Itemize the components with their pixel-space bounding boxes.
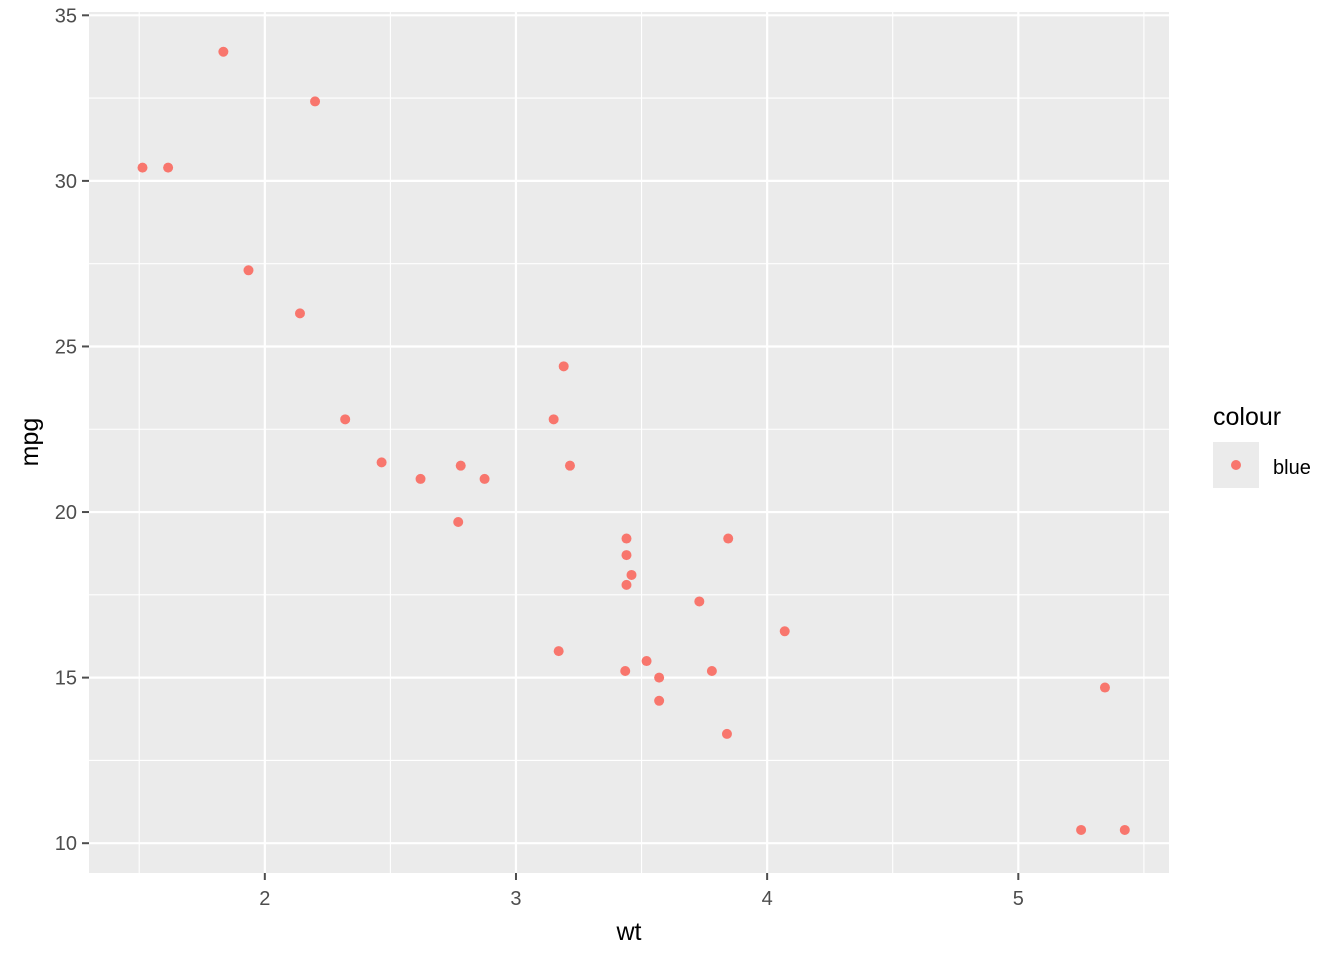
data-point [626,569,637,580]
data-point [779,626,790,637]
data-point [453,516,464,527]
plot-panel [89,12,1169,873]
data-point [553,646,564,657]
legend-key-point [1231,460,1241,470]
x-tick-label: 5 [1013,888,1024,910]
y-tick-label: 35 [55,5,77,27]
y-tick-label: 30 [55,171,77,193]
data-point [294,308,305,319]
data-point [621,550,632,561]
x-tick-label: 3 [510,888,521,910]
y-axis: 10 15 20 25 30 35 [55,5,89,855]
data-point [654,672,665,683]
legend: colour blue [1213,403,1311,488]
data-point [620,665,631,676]
x-tick-label: 4 [762,888,773,910]
data-point [218,46,229,57]
data-point [1119,824,1130,835]
data-point [548,414,559,425]
data-point [137,162,148,173]
x-tick-label: 2 [259,888,270,910]
legend-label: blue [1273,457,1311,479]
data-point [558,361,569,372]
data-point [621,579,632,590]
data-point [310,96,321,107]
minor-gridlines [89,12,1169,873]
data-point [376,457,387,468]
data-point [415,473,426,484]
data-points [137,46,1130,835]
y-tick-label: 25 [55,336,77,358]
y-tick-label: 10 [55,833,77,855]
data-point [1099,682,1110,693]
y-tick-label: 15 [55,668,77,690]
y-tick-label: 20 [55,502,77,524]
data-point [706,665,717,676]
data-point [654,695,665,706]
legend-title: colour [1213,403,1281,431]
data-point [641,656,652,667]
y-axis-title: mpg [16,418,44,467]
data-point [721,728,732,739]
data-point [163,162,174,173]
data-point [621,533,632,544]
data-point [723,533,734,544]
data-point [243,265,254,276]
data-point [564,460,575,471]
data-point [1076,824,1087,835]
data-point [479,473,490,484]
data-point [455,460,466,471]
data-point [694,596,705,607]
data-point [340,414,351,425]
x-axis: 2 3 4 5 [259,873,1024,910]
major-gridlines [89,12,1169,873]
x-axis-title: wt [616,918,642,946]
